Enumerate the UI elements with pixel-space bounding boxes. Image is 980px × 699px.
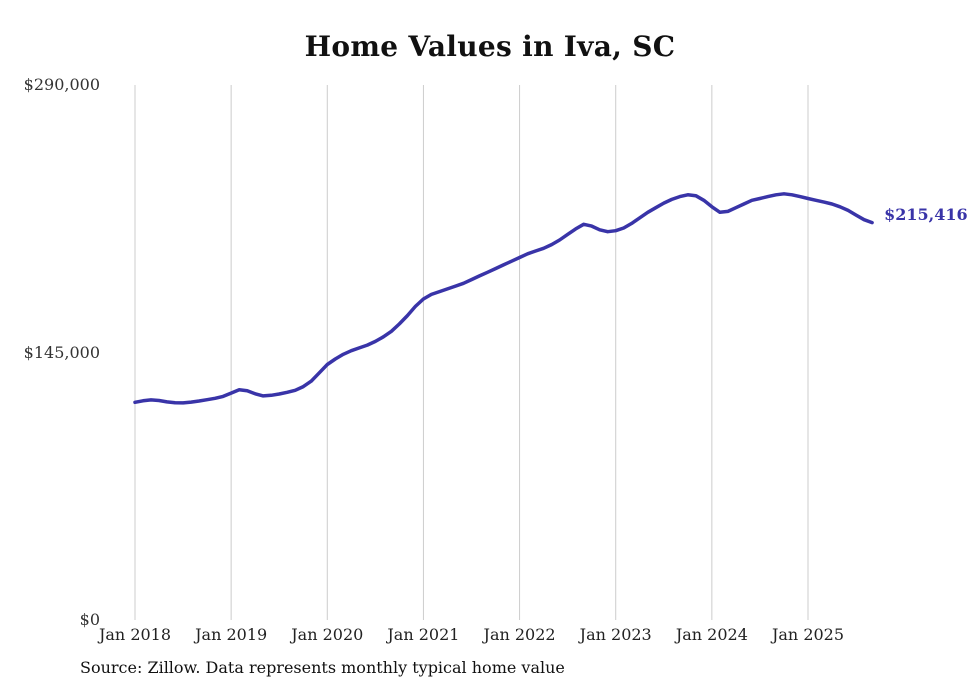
current-value-label: $215,416: [884, 204, 968, 224]
x-axis-label: Jan 2019: [195, 625, 268, 644]
home-value-line: [133, 192, 874, 405]
y-axis-label: $290,000: [23, 75, 100, 94]
chart-title: Home Values in Iva, SC: [304, 30, 676, 63]
y-axis-label: $0: [79, 610, 100, 629]
x-axis-label: Jan 2023: [579, 625, 652, 644]
x-axis-label: Jan 2024: [675, 625, 748, 644]
x-axis-label: Jan 2020: [291, 625, 364, 644]
x-axis: Jan 2018 Jan 2019 Jan 2020 Jan 2021 Jan 2022…: [0, 625, 980, 647]
y-axis-label: $145,000: [23, 342, 100, 362]
source-note: Source: Zillow. Data represents monthly …: [80, 658, 565, 677]
x-axis-label: Jan 2018: [98, 625, 172, 644]
x-axis-label: Jan 2022: [483, 625, 556, 644]
x-axis-label: Jan 2021: [387, 625, 460, 644]
x-axis-label: Jan 2025: [771, 625, 845, 644]
